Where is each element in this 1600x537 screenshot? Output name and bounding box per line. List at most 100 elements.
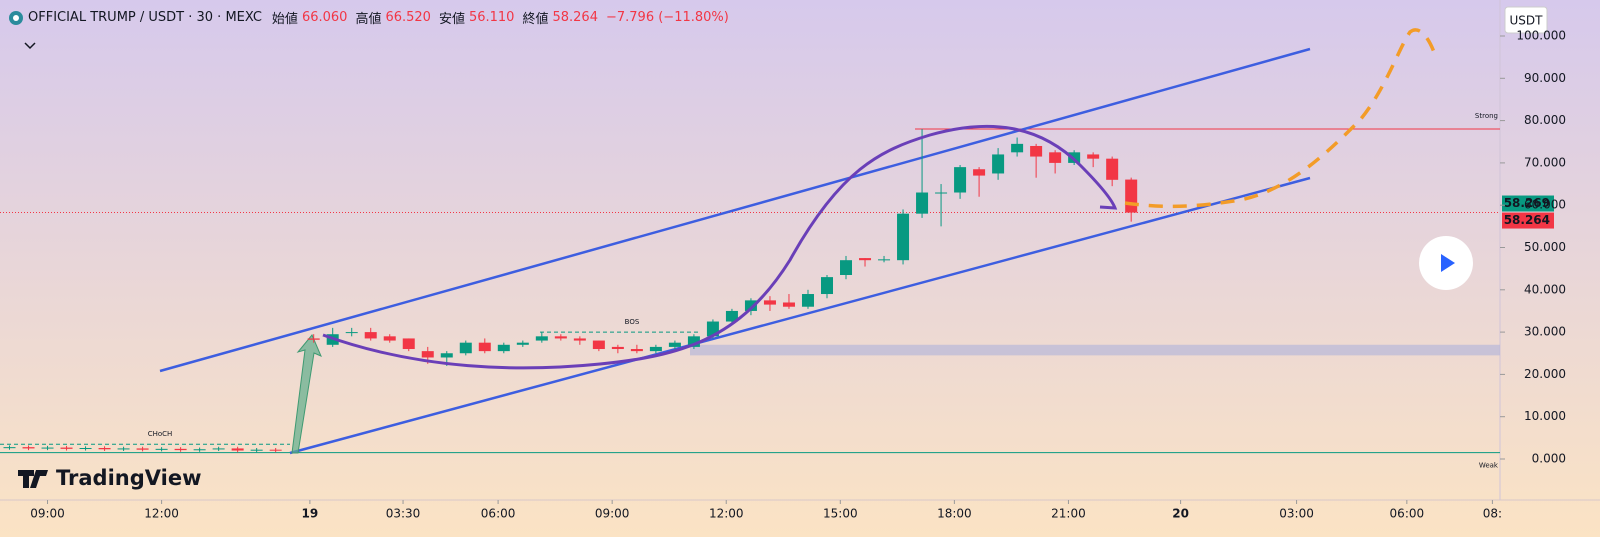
candle-body — [136, 448, 149, 450]
candle-body — [801, 294, 814, 307]
candle-body — [364, 332, 377, 339]
candle-body — [1011, 143, 1024, 153]
candle-body — [916, 192, 929, 214]
brand-name: TradingView — [56, 466, 201, 490]
candle-body — [41, 447, 54, 449]
candle-body — [630, 349, 643, 352]
candle-body — [573, 338, 586, 341]
candle-body — [592, 340, 605, 350]
candle-body — [935, 192, 948, 194]
candle-body — [174, 448, 187, 451]
candle-body — [383, 336, 396, 341]
candle-body — [554, 336, 567, 339]
candle-body — [497, 344, 510, 352]
currency-button[interactable] — [1504, 6, 1548, 34]
candle-body — [1087, 154, 1100, 159]
candle-body — [649, 346, 662, 352]
candle-body — [307, 338, 320, 340]
candle-body — [954, 167, 967, 193]
symbol-icon — [9, 10, 23, 25]
annotation-label: CHoCH — [148, 430, 173, 438]
candle-body — [878, 259, 891, 261]
x-tick-label: 19 — [302, 507, 319, 521]
candle-body — [535, 336, 548, 341]
arrow — [291, 334, 322, 454]
candle-body — [840, 260, 853, 275]
curve-drawing — [322, 124, 1118, 370]
x-tick-label: 08: — [1483, 507, 1502, 521]
candle-body — [897, 213, 910, 261]
candle-body — [782, 302, 795, 307]
symbol-title: OFFICIAL TRUMP / USDT · 30 · MEXC — [28, 10, 262, 25]
y-tick-label: 90.000 — [1524, 71, 1566, 85]
y-tick-label: 100.000 — [1516, 29, 1566, 43]
price-tag — [1502, 212, 1554, 229]
candle-body — [668, 342, 681, 347]
x-tick-label: 09:00 — [30, 507, 65, 521]
candle-body — [1030, 145, 1043, 157]
candle-body — [478, 342, 491, 352]
header: OFFICIAL TRUMP / USDT · 30 · MEXC 始値 66.0… — [8, 8, 733, 27]
candle-body — [3, 447, 16, 449]
candle-body — [250, 449, 263, 451]
candle-body — [117, 448, 130, 450]
change: −7.796 (−11.80%) — [605, 10, 729, 25]
collapse-chevron[interactable] — [24, 42, 36, 50]
x-tick-label: 20 — [1172, 507, 1189, 521]
candle-body — [421, 351, 434, 358]
candle-body — [763, 300, 776, 305]
candle-body — [1106, 158, 1119, 180]
projection — [1124, 28, 1437, 209]
ohlc-label: 安値 — [438, 12, 465, 27]
x-tick-label: 06:00 — [1390, 507, 1425, 521]
candle-body — [193, 449, 206, 451]
candle-body — [820, 277, 833, 295]
y-tick-label: 70.000 — [1524, 155, 1566, 169]
candle-body — [440, 353, 453, 358]
candle-body — [155, 448, 168, 450]
candle-body — [345, 332, 358, 334]
candle-body — [231, 448, 244, 451]
price-tag-label: 58.269 — [1504, 196, 1550, 210]
x-tick-label: 18:00 — [937, 507, 972, 521]
price-tag-label: 58.264 — [1504, 213, 1550, 227]
candle-body — [611, 346, 624, 350]
x-tick-label: 15:00 — [823, 507, 858, 521]
ohlc-value: 66.520 — [385, 10, 431, 25]
candle-body — [459, 342, 472, 354]
x-tick-label: 12:00 — [144, 507, 179, 521]
candle-body — [687, 336, 700, 347]
channel-upper — [159, 47, 1311, 373]
x-tick-label: 03:30 — [386, 507, 421, 521]
ohlc-label: 終値 — [522, 12, 549, 27]
ohlc-label: 始値 — [271, 12, 298, 27]
y-tick-label: 20.000 — [1524, 367, 1566, 381]
candle-body — [212, 448, 225, 450]
y-tick-label: 0.000 — [1532, 452, 1566, 466]
candle-body — [1049, 152, 1062, 163]
x-tick-label: 09:00 — [595, 507, 630, 521]
annotation-label: BOS — [625, 318, 640, 326]
currency-label: USDT — [1510, 14, 1544, 28]
candle-body — [98, 448, 111, 450]
x-tick-label: 12:00 — [709, 507, 744, 521]
candle-body — [22, 447, 35, 449]
ohlc-value: 58.264 — [552, 10, 598, 25]
y-tick-label: 30.000 — [1524, 325, 1566, 339]
candle-body — [60, 447, 73, 449]
ohlc-value: 66.060 — [301, 10, 348, 25]
x-tick-label: 21:00 — [1051, 507, 1086, 521]
candle-body — [516, 342, 529, 345]
y-tick-label: 40.000 — [1524, 282, 1566, 296]
zone — [690, 344, 1500, 356]
brand-logo — [18, 470, 48, 488]
x-tick-label: 06:00 — [481, 507, 516, 521]
level-label: Weak — [1479, 462, 1499, 470]
level-label: Strong — [1475, 112, 1498, 120]
play-icon — [1441, 254, 1455, 272]
x-tick-label: 03:00 — [1279, 507, 1314, 521]
y-tick-label: 10.000 — [1524, 409, 1566, 423]
candle-body — [269, 449, 282, 451]
channel-lower — [289, 176, 1311, 455]
